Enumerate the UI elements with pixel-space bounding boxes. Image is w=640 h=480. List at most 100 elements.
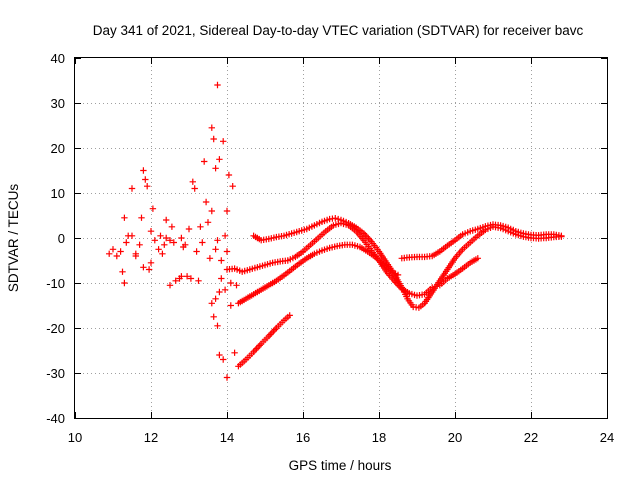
data-point [359, 235, 366, 242]
data-point [182, 241, 189, 248]
data-point [166, 282, 174, 289]
data-point [366, 236, 374, 244]
data-point [210, 135, 217, 143]
data-point [170, 239, 177, 246]
data-point [208, 300, 215, 307]
data-point [282, 257, 289, 264]
data-point [216, 156, 223, 163]
y-tick-label: -40 [46, 411, 65, 426]
data-point [426, 253, 433, 260]
data-point [220, 356, 227, 363]
data-point [149, 205, 157, 212]
chart-title: Day 341 of 2021, Sidereal Day-to-day VTE… [93, 23, 584, 38]
data-point [457, 232, 464, 240]
data-point [305, 243, 312, 250]
data-point [248, 292, 255, 299]
data-point [263, 283, 271, 290]
data-point [309, 251, 316, 259]
data-point [231, 349, 238, 356]
data-point [132, 252, 139, 260]
data-point [109, 246, 117, 253]
data-point [199, 239, 206, 246]
data-point [278, 233, 285, 240]
data-point [216, 288, 223, 296]
data-point [161, 241, 168, 248]
data-point [185, 225, 193, 233]
data-point [472, 256, 480, 263]
data-point [121, 279, 128, 287]
data-point [320, 229, 328, 237]
data-point [227, 302, 234, 309]
data-point [140, 264, 147, 271]
data-point [187, 275, 195, 282]
data-point [178, 234, 185, 242]
data-point [408, 301, 415, 308]
data-point [218, 257, 225, 264]
data-point [389, 275, 396, 283]
data-point [138, 214, 145, 221]
data-point [308, 223, 316, 230]
data-point [166, 237, 174, 244]
data-point [223, 207, 231, 215]
x-tick-label: 24 [600, 430, 614, 445]
data-point [189, 178, 196, 185]
y-tick-label: 0 [58, 231, 65, 246]
data-point [125, 232, 132, 239]
data-point [147, 259, 155, 266]
data-point [464, 229, 471, 236]
y-axis-label: SDTVAR / TECUs [6, 184, 21, 293]
data-point [117, 248, 124, 255]
data-point [362, 247, 369, 254]
data-point [323, 245, 331, 252]
data-point [329, 215, 336, 222]
data-point [323, 216, 331, 224]
data-point [208, 207, 215, 215]
data-point [351, 226, 358, 233]
data-point [346, 241, 354, 248]
data-point [155, 246, 162, 253]
data-point [502, 223, 509, 231]
data-point [449, 271, 457, 279]
data-point [465, 261, 472, 268]
data-point [221, 232, 229, 239]
data-point [212, 295, 219, 302]
data-point [278, 273, 286, 280]
y-tick-label: -20 [46, 321, 65, 336]
data-point [342, 221, 350, 228]
data-point [404, 289, 411, 296]
data-point [479, 224, 487, 231]
axis-ticks: 10 12 14 16 18 20 22 24 -40 -30 -20 -10 0 10 20 30 40 [46, 51, 614, 445]
data-point [457, 247, 465, 255]
data-point [289, 254, 297, 262]
data-point [121, 214, 128, 221]
data-point [214, 237, 221, 244]
data-point [136, 241, 143, 248]
x-tick-label: 22 [524, 430, 538, 445]
data-point [271, 278, 278, 286]
data-point [403, 293, 410, 300]
data-point [316, 219, 323, 227]
data-point [145, 266, 153, 273]
data-point [266, 260, 274, 267]
data-point [385, 265, 392, 273]
data-point [218, 275, 225, 282]
y-tick-label: 20 [51, 141, 65, 156]
data-point [248, 350, 255, 357]
data-point [285, 231, 293, 238]
data-point [256, 287, 263, 295]
data-point [271, 326, 279, 333]
data-point [457, 266, 464, 274]
data-point [472, 234, 480, 241]
data-point [233, 282, 240, 289]
data-point [168, 223, 176, 230]
data-point [494, 221, 502, 229]
data-point [328, 223, 335, 231]
data-point [212, 246, 219, 253]
data-point [214, 322, 221, 329]
data-point [301, 226, 308, 233]
data-point [214, 81, 221, 89]
data-point [274, 258, 281, 266]
data-point [278, 319, 286, 326]
data-point [442, 277, 449, 284]
